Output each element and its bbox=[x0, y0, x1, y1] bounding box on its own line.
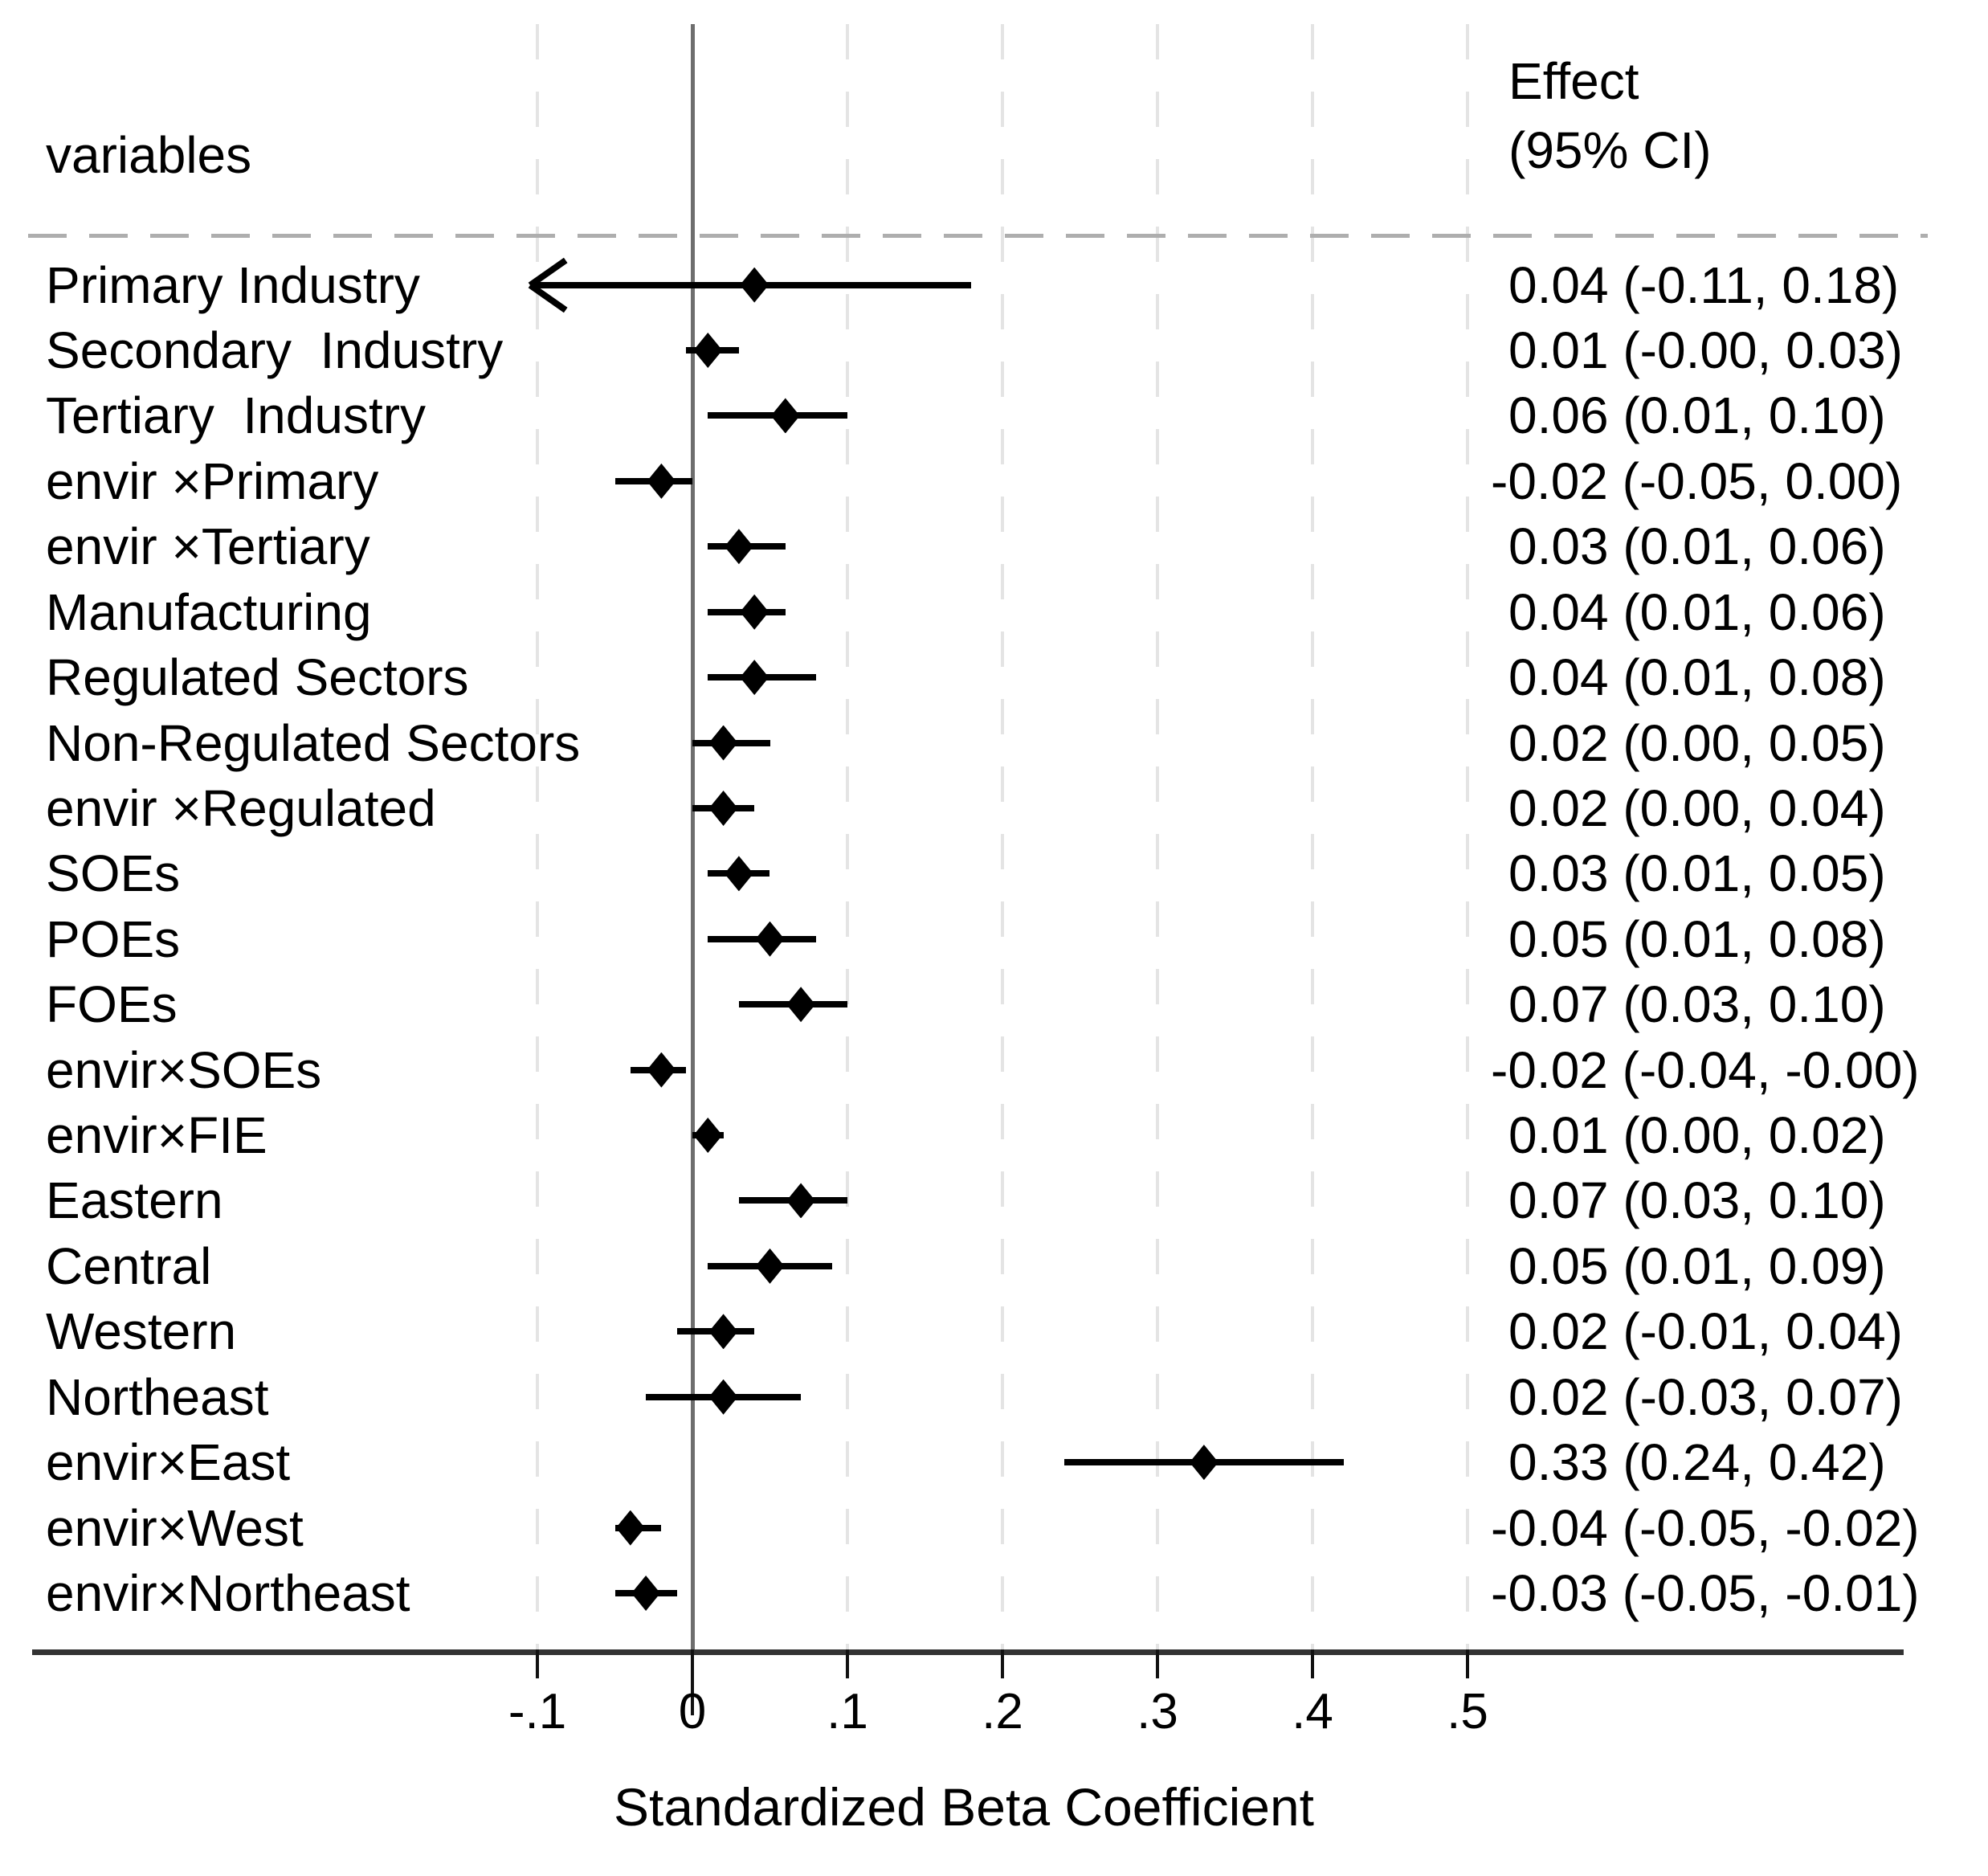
point-estimate-diamond bbox=[755, 1248, 785, 1284]
effect-ci-text: 0.02 (-0.03, 0.07) bbox=[1508, 1367, 1903, 1426]
gridline-0.2 bbox=[1001, 24, 1004, 1649]
point-estimate-diamond bbox=[647, 463, 676, 499]
point-estimate-diamond bbox=[770, 398, 800, 434]
row-label: Non-Regulated Sectors bbox=[46, 713, 581, 772]
row-label: POEs bbox=[46, 909, 181, 968]
effect-header-line2: (95% CI) bbox=[1508, 121, 1712, 179]
point-estimate-diamond bbox=[1189, 1445, 1219, 1481]
point-estimate-diamond bbox=[724, 529, 753, 565]
x-tick-.1 bbox=[846, 1649, 849, 1678]
gridline-0.3 bbox=[1156, 24, 1159, 1649]
row-label: envir ×Tertiary bbox=[46, 517, 370, 576]
row-label: envir×Northeast bbox=[46, 1564, 410, 1622]
x-tick-.3 bbox=[1156, 1649, 1159, 1678]
row-label: Regulated Sectors bbox=[46, 648, 469, 707]
x-axis-line bbox=[32, 1649, 1904, 1655]
point-estimate-diamond bbox=[755, 921, 785, 957]
x-tick--.1 bbox=[536, 1649, 539, 1678]
gridline-0.1 bbox=[846, 24, 849, 1649]
row-label: Manufacturing bbox=[46, 582, 372, 641]
point-estimate-diamond bbox=[740, 267, 769, 303]
row-label: envir×SOEs bbox=[46, 1040, 322, 1099]
x-tick-.2 bbox=[1001, 1649, 1004, 1678]
row-label: Primary Industry bbox=[46, 255, 420, 314]
x-tick-label-.5: .5 bbox=[1447, 1684, 1488, 1739]
gridline-0.4 bbox=[1311, 24, 1314, 1649]
x-tick-label-.3: .3 bbox=[1137, 1684, 1178, 1739]
x-axis-title: Standardized Beta Coefficient bbox=[613, 1777, 1315, 1837]
effect-ci-text: 0.03 (0.01, 0.05) bbox=[1508, 844, 1886, 903]
effect-ci-text: -0.02 (-0.04, -0.00) bbox=[1491, 1040, 1920, 1099]
effect-ci-text: 0.04 (-0.11, 0.18) bbox=[1508, 255, 1900, 314]
x-tick-label-.4: .4 bbox=[1292, 1684, 1333, 1739]
point-estimate-diamond bbox=[786, 1183, 816, 1219]
point-estimate-diamond bbox=[740, 660, 769, 696]
row-label: Eastern bbox=[46, 1171, 223, 1230]
effect-ci-text: -0.04 (-0.05, -0.02) bbox=[1491, 1498, 1920, 1557]
zero-reference-line bbox=[691, 24, 695, 1649]
effect-ci-text: 0.01 (-0.00, 0.03) bbox=[1508, 321, 1903, 380]
row-label: Western bbox=[46, 1302, 237, 1361]
row-label: envir×East bbox=[46, 1433, 291, 1492]
effect-column-header: Effect (95% CI) bbox=[1508, 47, 1712, 185]
row-label: envir×West bbox=[46, 1498, 304, 1557]
gridline-0.5 bbox=[1466, 24, 1469, 1649]
effect-ci-text: 0.07 (0.03, 0.10) bbox=[1508, 975, 1886, 1034]
point-estimate-diamond bbox=[708, 1379, 738, 1415]
effect-ci-text: 0.05 (0.01, 0.08) bbox=[1508, 909, 1886, 968]
point-estimate-diamond bbox=[786, 987, 816, 1023]
x-tick-label-.2: .2 bbox=[982, 1684, 1023, 1739]
point-estimate-diamond bbox=[693, 333, 723, 369]
effect-ci-text: 0.06 (0.01, 0.10) bbox=[1508, 386, 1886, 445]
effect-ci-text: 0.04 (0.01, 0.08) bbox=[1508, 648, 1886, 707]
point-estimate-diamond bbox=[708, 1314, 738, 1350]
point-estimate-diamond bbox=[740, 594, 769, 630]
point-estimate-diamond bbox=[647, 1052, 676, 1088]
row-label: Secondary Industry bbox=[46, 321, 504, 380]
row-label: Central bbox=[46, 1236, 212, 1295]
point-estimate-diamond bbox=[708, 790, 738, 826]
effect-ci-text: 0.02 (-0.01, 0.04) bbox=[1508, 1302, 1903, 1361]
point-estimate-diamond bbox=[724, 856, 753, 892]
x-tick-.5 bbox=[1466, 1649, 1469, 1678]
row-label: FOEs bbox=[46, 975, 178, 1034]
effect-ci-text: 0.07 (0.03, 0.10) bbox=[1508, 1171, 1886, 1230]
effect-ci-text: 0.33 (0.24, 0.42) bbox=[1508, 1433, 1886, 1492]
effect-ci-text: 0.02 (0.00, 0.04) bbox=[1508, 779, 1886, 837]
x-tick-label--.1: -.1 bbox=[508, 1684, 567, 1739]
x-tick-.4 bbox=[1311, 1649, 1314, 1678]
effect-header-line1: Effect bbox=[1508, 52, 1639, 110]
point-estimate-diamond bbox=[631, 1576, 661, 1611]
row-label: Northeast bbox=[46, 1367, 269, 1426]
row-label: envir×FIE bbox=[46, 1106, 267, 1165]
row-label: envir ×Primary bbox=[46, 452, 379, 510]
effect-ci-text: 0.03 (0.01, 0.06) bbox=[1508, 517, 1886, 576]
effect-ci-text: -0.03 (-0.05, -0.01) bbox=[1491, 1564, 1920, 1622]
effect-ci-text: 0.04 (0.01, 0.06) bbox=[1508, 582, 1886, 641]
row-label: Tertiary Industry bbox=[46, 386, 427, 445]
row-label: envir ×Regulated bbox=[46, 779, 436, 837]
x-tick-label-.1: .1 bbox=[827, 1684, 868, 1739]
effect-ci-text: -0.02 (-0.05, 0.00) bbox=[1491, 452, 1903, 510]
header-separator-dashed-line bbox=[28, 234, 1928, 238]
effect-ci-text: 0.01 (0.00, 0.02) bbox=[1508, 1106, 1886, 1165]
effect-ci-text: 0.05 (0.01, 0.09) bbox=[1508, 1236, 1886, 1295]
point-estimate-diamond bbox=[615, 1510, 645, 1546]
gridline--0.1 bbox=[536, 24, 539, 1649]
point-estimate-diamond bbox=[708, 725, 738, 761]
row-label: SOEs bbox=[46, 844, 181, 903]
effect-ci-text: 0.02 (0.00, 0.05) bbox=[1508, 713, 1886, 772]
variables-column-header: variables bbox=[46, 126, 252, 184]
x-tick-label-0: 0 bbox=[678, 1684, 707, 1739]
x-tick-0 bbox=[691, 1649, 694, 1715]
point-estimate-diamond bbox=[693, 1118, 723, 1154]
